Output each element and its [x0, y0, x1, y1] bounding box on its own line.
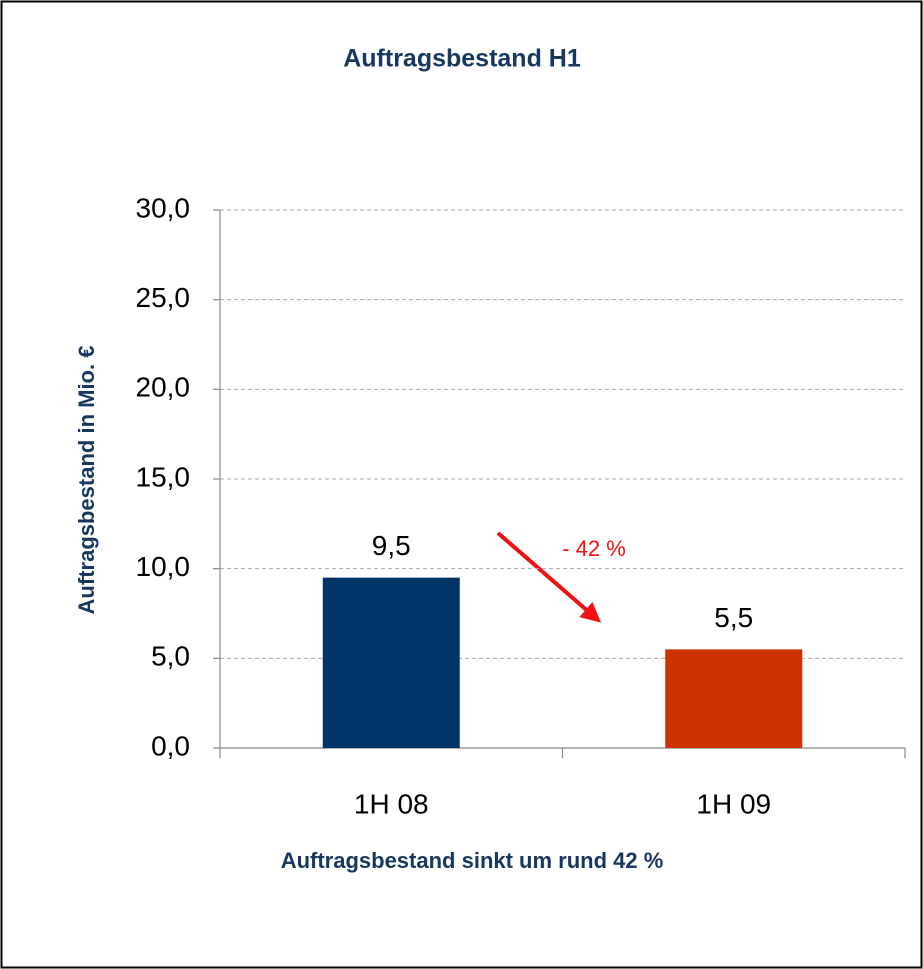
arrow	[496, 531, 602, 623]
y-tick-label: 15,0	[136, 461, 191, 492]
bar	[665, 649, 803, 748]
y-tick-label: 10,0	[136, 551, 191, 582]
y-axis-title: Auftragsbestand in Mio. €	[74, 346, 99, 615]
y-tick-label: 25,0	[136, 282, 191, 313]
y-tick-label: 0,0	[151, 730, 190, 761]
value-label: 5,5	[714, 602, 753, 633]
x-axis-title: Auftragsbestand sinkt um rund 42 %	[281, 848, 664, 873]
chart-title: Auftragsbestand H1	[343, 45, 581, 73]
y-tick-label: 30,0	[136, 192, 191, 223]
y-tick-label: 20,0	[136, 372, 191, 403]
bar	[322, 577, 460, 748]
x-tick-label: 1H 08	[354, 788, 429, 819]
y-tick-label: 5,0	[151, 641, 190, 672]
value-label: 9,5	[372, 530, 411, 561]
annotation: - 42 %	[562, 536, 626, 561]
x-tick-label: 1H 09	[696, 788, 771, 819]
